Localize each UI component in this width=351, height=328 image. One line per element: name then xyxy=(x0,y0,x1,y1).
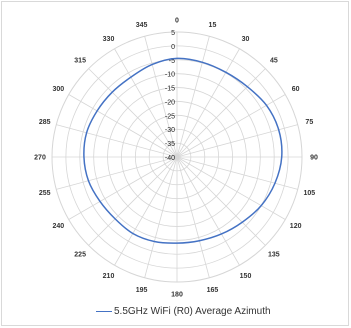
radial-tick-label: -15 xyxy=(165,86,175,93)
angle-tick-label: 330 xyxy=(103,36,115,43)
angle-tick-label: 45 xyxy=(270,58,278,65)
angle-tick-label: 75 xyxy=(305,119,313,126)
angle-tick-label: 0 xyxy=(175,18,179,25)
grid-spoke xyxy=(114,156,178,266)
grid-spoke xyxy=(176,124,298,158)
angle-tick-label: 60 xyxy=(292,86,300,93)
legend-label: 5.5GHz WiFi (R0) Average Azimuth xyxy=(114,305,271,317)
angle-tick-label: 105 xyxy=(303,190,315,197)
angle-tick-label: 255 xyxy=(39,190,51,197)
angle-tick-label: 30 xyxy=(242,36,250,43)
radial-tick-label: -25 xyxy=(165,113,175,120)
grid-spoke xyxy=(88,156,178,246)
grid-spoke xyxy=(68,156,178,220)
radial-labels: 5 0 -5 -10 -15 -20 -25 -30 -35 -40 xyxy=(165,30,175,162)
grid-spoke xyxy=(176,36,210,158)
legend: 5.5GHz WiFi (R0) Average Azimuth xyxy=(96,304,271,318)
angle-tick-label: 15 xyxy=(209,22,217,29)
grid-spoke xyxy=(144,36,178,158)
grid-spoke xyxy=(68,94,178,158)
angle-tick-label: 120 xyxy=(290,223,302,230)
radial-tick-label: -30 xyxy=(165,127,175,134)
angle-tick-label: 135 xyxy=(268,251,280,258)
radial-tick-label: -10 xyxy=(165,72,175,79)
grid-spoke xyxy=(176,94,286,158)
radial-tick-label: -5 xyxy=(169,58,175,65)
grid-spoke xyxy=(176,68,266,158)
radial-tick-label: 0 xyxy=(171,44,175,51)
angle-tick-label: 195 xyxy=(136,287,148,294)
grid-spokes xyxy=(52,32,302,282)
grid-spoke xyxy=(176,156,210,278)
grid-spoke xyxy=(176,48,240,158)
angle-tick-label: 315 xyxy=(74,58,86,65)
angle-tick-label: 150 xyxy=(240,273,252,280)
radial-tick-label: 5 xyxy=(171,30,175,37)
grid-spoke xyxy=(176,156,286,220)
grid-spoke xyxy=(176,156,240,266)
legend-swatch xyxy=(96,310,112,312)
angle-tick-label: 270 xyxy=(34,155,46,162)
angle-tick-label: 300 xyxy=(53,86,65,93)
grid-spoke xyxy=(56,124,178,158)
radial-tick-label: -35 xyxy=(165,141,175,148)
radial-tick-label: -20 xyxy=(165,99,175,106)
angle-tick-label: 180 xyxy=(171,292,183,299)
angle-tick-label: 240 xyxy=(53,223,65,230)
angle-tick-label: 165 xyxy=(207,287,219,294)
angle-tick-label: 285 xyxy=(39,119,51,126)
grid-spoke xyxy=(114,48,178,158)
angle-tick-label: 225 xyxy=(74,251,86,258)
grid-spoke xyxy=(176,156,266,246)
angle-tick-label: 345 xyxy=(136,22,148,29)
angle-tick-label: 210 xyxy=(103,273,115,280)
grid-spoke xyxy=(176,156,298,190)
grid-spoke xyxy=(56,156,178,190)
grid-spoke xyxy=(144,156,178,278)
series-layer xyxy=(83,57,283,244)
radial-tick-label: -40 xyxy=(165,155,175,162)
angle-tick-label: 90 xyxy=(310,155,318,162)
grid-spoke xyxy=(88,68,178,158)
angle-labels: 0 15 30 45 60 75 90 105 120 135 150 165 180 195 210 225… xyxy=(34,18,318,299)
